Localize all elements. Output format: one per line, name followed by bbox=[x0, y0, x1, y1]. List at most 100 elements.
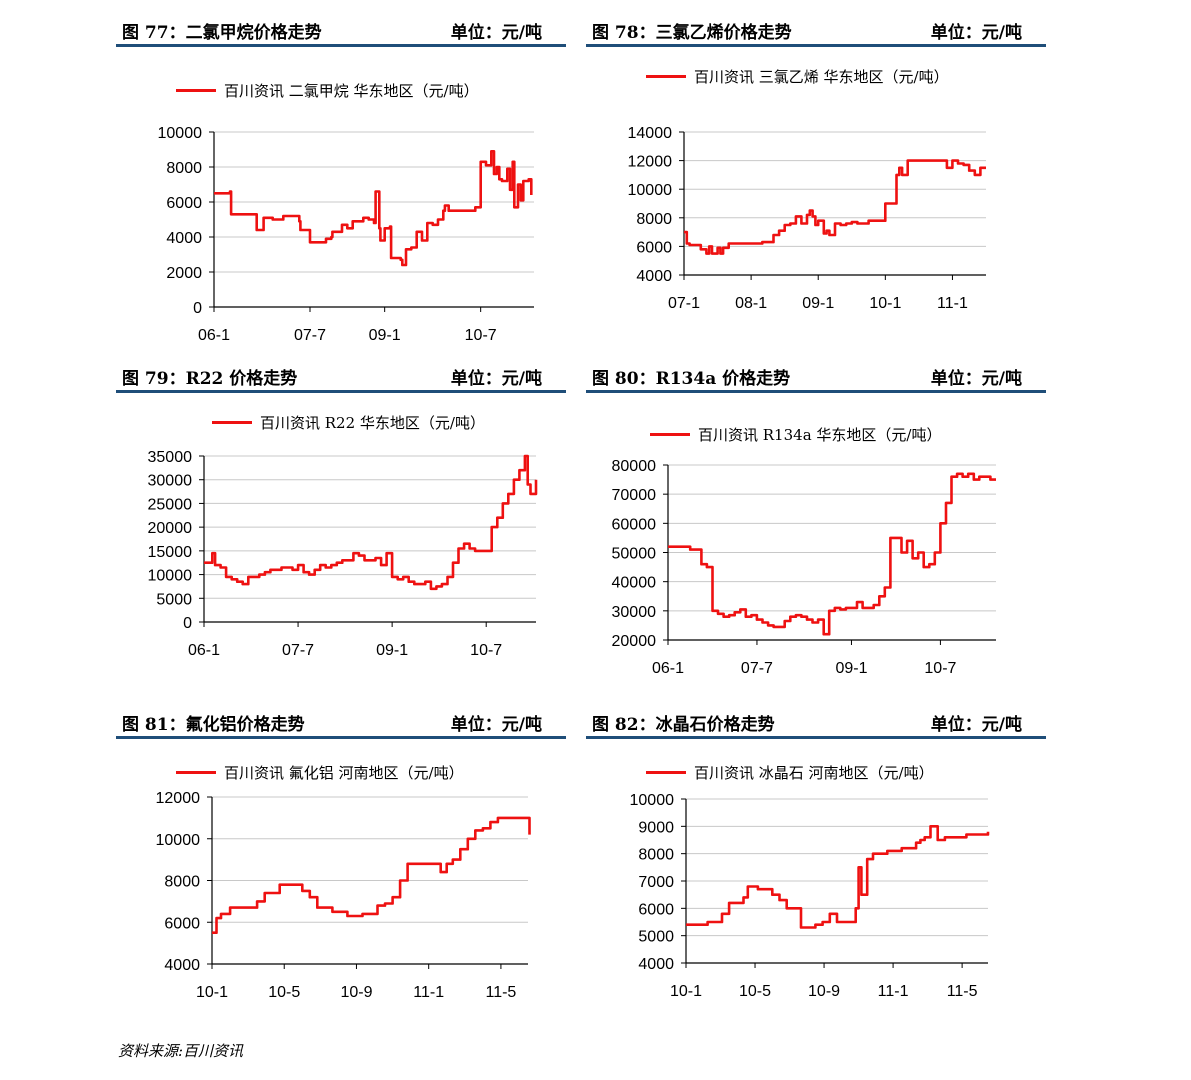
y-tick-label: 7000 bbox=[638, 874, 674, 891]
x-tick-label: 09-1 bbox=[802, 295, 834, 312]
figure-unit: 单位：元/吨 bbox=[930, 715, 1022, 735]
y-tick-label: 8000 bbox=[164, 874, 200, 891]
price-series-line bbox=[204, 454, 538, 591]
y-tick-label: 80000 bbox=[612, 458, 657, 475]
header-divider bbox=[116, 44, 566, 47]
y-tick-label: 5000 bbox=[638, 929, 674, 946]
x-tick-label: 07-7 bbox=[282, 642, 314, 659]
legend-line-swatch bbox=[650, 433, 690, 436]
y-tick-label: 70000 bbox=[612, 487, 657, 504]
line-chart: 0 2000 4000 6000 8000 10000 06-1 07-7 09-1 10-7 bbox=[158, 125, 534, 344]
y-tick-label: 10000 bbox=[148, 568, 193, 585]
header-divider bbox=[116, 736, 566, 739]
y-tick-label: 10000 bbox=[630, 792, 675, 809]
figure-title: 图 79：R22 价格走势 bbox=[122, 369, 298, 389]
y-tick-label: 10000 bbox=[156, 832, 201, 849]
x-tick-label: 11-1 bbox=[878, 983, 909, 1000]
x-tick-label: 10-9 bbox=[808, 983, 840, 1000]
y-tick-label: 20000 bbox=[148, 520, 193, 537]
x-tick-label: 10-5 bbox=[739, 983, 771, 1000]
y-tick-label: 0 bbox=[183, 615, 192, 632]
y-tick-label: 8000 bbox=[166, 160, 202, 177]
x-tick-label: 10-5 bbox=[268, 984, 300, 1001]
y-tick-label: 25000 bbox=[148, 496, 193, 513]
y-tick-label: 10000 bbox=[628, 182, 673, 199]
chart-panel-fig82: 图 82：冰晶石价格走势 单位：元/吨百川资讯 冰晶石 河南地区（元/吨） 4000… bbox=[586, 706, 1046, 1036]
x-tick-label: 11-1 bbox=[413, 984, 444, 1001]
x-tick-label: 09-1 bbox=[369, 327, 401, 344]
figure-header: 图 81：氟化铝价格走势 单位：元/吨 bbox=[116, 706, 566, 739]
header-divider bbox=[586, 390, 1046, 393]
chart-panel-fig80: 图 80：R134a 价格走势 单位：元/吨 百川资讯 R134a 华东地区（元/吨… bbox=[586, 360, 1046, 690]
legend-line-swatch bbox=[212, 421, 252, 424]
line-chart: 20000 30000 40000 50000 60000 70000 80000 06-1 0… bbox=[612, 458, 996, 677]
header-divider bbox=[586, 44, 1046, 47]
x-tick-label: 06-1 bbox=[652, 660, 684, 677]
legend-line-swatch bbox=[176, 89, 216, 92]
source-note: 资料来源:百川资讯 bbox=[118, 1042, 244, 1060]
figure-unit: 单位：元/吨 bbox=[930, 369, 1022, 389]
chart-panel-fig81: 图 81：氟化铝价格走势 单位：元/吨百川资讯 氟化铝 河南地区（元/吨） 4000… bbox=[116, 706, 566, 1036]
y-tick-label: 6000 bbox=[638, 901, 674, 918]
x-tick-label: 10-1 bbox=[670, 983, 702, 1000]
legend-label: 百川资讯 冰晶石 河南地区（元/吨） bbox=[694, 764, 934, 782]
x-tick-label: 06-1 bbox=[188, 642, 220, 659]
price-series-line bbox=[684, 159, 986, 255]
legend-label: 百川资讯 氟化铝 河南地区（元/吨） bbox=[224, 764, 464, 782]
y-tick-label: 9000 bbox=[638, 819, 674, 836]
x-tick-label: 10-1 bbox=[196, 984, 228, 1001]
y-tick-label: 35000 bbox=[148, 449, 193, 466]
line-chart: 4000 5000 6000 7000 8000 9000 10000 10-1 10-5 10-… bbox=[630, 792, 990, 1000]
x-tick-label: 09-1 bbox=[835, 660, 867, 677]
line-chart: 4000 6000 8000 10000 12000 10-1 10-5 10-9 11-1 11… bbox=[156, 790, 531, 1001]
y-tick-label: 4000 bbox=[164, 957, 200, 974]
x-tick-label: 11-5 bbox=[485, 984, 516, 1001]
x-tick-label: 09-1 bbox=[376, 642, 408, 659]
chart-legend: 百川资讯 冰晶石 河南地区（元/吨） bbox=[646, 762, 934, 783]
chart-legend: 百川资讯 三氯乙烯 华东地区（元/吨） bbox=[646, 66, 949, 87]
chart-legend: 百川资讯 R22 华东地区（元/吨） bbox=[212, 412, 485, 433]
y-tick-label: 8000 bbox=[636, 211, 672, 228]
y-tick-label: 4000 bbox=[638, 956, 674, 973]
legend-label: 百川资讯 二氯甲烷 华东地区（元/吨） bbox=[224, 82, 479, 100]
line-chart: 4000 6000 8000 10000 12000 14000 07-1 08-1 09-1 1… bbox=[628, 125, 986, 312]
chart-panel-fig77: 图 77：二氯甲烷价格走势 单位：元/吨 百川资讯 二氯甲烷 华东地区（元/吨） 0 2… bbox=[116, 14, 566, 344]
price-series-line bbox=[668, 472, 996, 636]
price-series-line bbox=[214, 150, 533, 267]
y-tick-label: 6000 bbox=[164, 915, 200, 932]
figure-header: 图 82：冰晶石价格走势 单位：元/吨 bbox=[586, 706, 1046, 739]
y-tick-label: 30000 bbox=[612, 604, 657, 621]
figure-unit: 单位：元/吨 bbox=[450, 23, 542, 43]
legend-label: 百川资讯 R134a 华东地区（元/吨） bbox=[698, 426, 942, 444]
y-tick-label: 12000 bbox=[156, 790, 201, 807]
legend-line-swatch bbox=[646, 75, 686, 78]
y-tick-label: 4000 bbox=[636, 268, 672, 285]
x-tick-label: 10-7 bbox=[465, 327, 497, 344]
y-tick-label: 14000 bbox=[628, 125, 673, 142]
figure-title: 图 81：氟化铝价格走势 bbox=[122, 715, 305, 735]
x-tick-label: 07-7 bbox=[741, 660, 773, 677]
figure-unit: 单位：元/吨 bbox=[450, 369, 542, 389]
y-tick-label: 12000 bbox=[628, 154, 673, 171]
figure-title: 图 77：二氯甲烷价格走势 bbox=[122, 23, 322, 43]
chart-legend: 百川资讯 氟化铝 河南地区（元/吨） bbox=[176, 762, 464, 783]
header-divider bbox=[586, 736, 1046, 739]
legend-line-swatch bbox=[176, 771, 216, 774]
y-tick-label: 60000 bbox=[612, 516, 657, 533]
x-tick-label: 10-7 bbox=[470, 642, 502, 659]
figure-header: 图 77：二氯甲烷价格走势 单位：元/吨 bbox=[116, 14, 566, 47]
y-tick-label: 10000 bbox=[158, 125, 203, 142]
figure-title: 图 82：冰晶石价格走势 bbox=[592, 715, 775, 735]
legend-label: 百川资讯 三氯乙烯 华东地区（元/吨） bbox=[694, 68, 949, 86]
y-tick-label: 40000 bbox=[612, 575, 657, 592]
x-tick-label: 08-1 bbox=[735, 295, 767, 312]
figure-header: 图 79：R22 价格走势 单位：元/吨 bbox=[116, 360, 566, 393]
y-tick-label: 2000 bbox=[166, 265, 202, 282]
x-tick-label: 06-1 bbox=[198, 327, 230, 344]
chart-panel-fig78: 图 78：三氯乙烯价格走势 单位：元/吨 百川资讯 三氯乙烯 华东地区（元/吨） 40… bbox=[586, 14, 1046, 344]
figure-unit: 单位：元/吨 bbox=[930, 23, 1022, 43]
x-tick-label: 10-9 bbox=[340, 984, 372, 1001]
y-tick-label: 50000 bbox=[612, 546, 657, 563]
y-tick-label: 15000 bbox=[148, 544, 193, 561]
header-divider bbox=[116, 390, 566, 393]
